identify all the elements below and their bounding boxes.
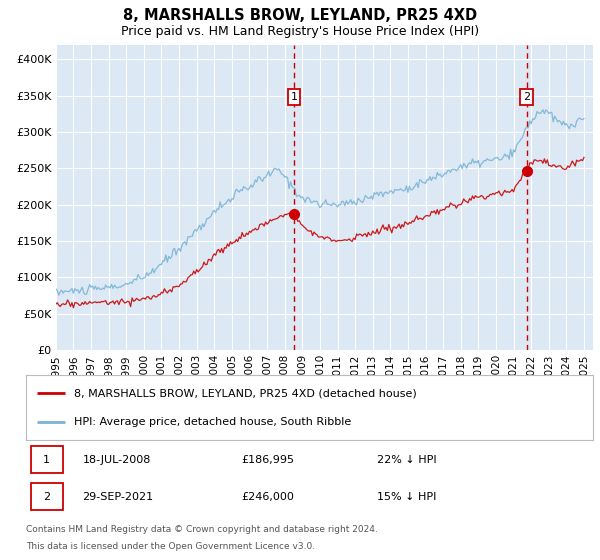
Text: 22% ↓ HPI: 22% ↓ HPI	[377, 455, 437, 465]
Text: 1: 1	[43, 455, 50, 465]
Text: Price paid vs. HM Land Registry's House Price Index (HPI): Price paid vs. HM Land Registry's House …	[121, 25, 479, 38]
Text: 29-SEP-2021: 29-SEP-2021	[83, 492, 154, 502]
Text: Contains HM Land Registry data © Crown copyright and database right 2024.: Contains HM Land Registry data © Crown c…	[26, 525, 377, 534]
Text: 8, MARSHALLS BROW, LEYLAND, PR25 4XD: 8, MARSHALLS BROW, LEYLAND, PR25 4XD	[123, 8, 477, 24]
Text: 2: 2	[523, 92, 530, 102]
Text: 2: 2	[43, 492, 50, 502]
Text: 18-JUL-2008: 18-JUL-2008	[83, 455, 151, 465]
Text: HPI: Average price, detached house, South Ribble: HPI: Average price, detached house, Sout…	[74, 417, 351, 427]
Bar	[31, 446, 62, 473]
Bar	[31, 483, 62, 511]
Text: 15% ↓ HPI: 15% ↓ HPI	[377, 492, 437, 502]
Text: 8, MARSHALLS BROW, LEYLAND, PR25 4XD (detached house): 8, MARSHALLS BROW, LEYLAND, PR25 4XD (de…	[74, 388, 417, 398]
Text: This data is licensed under the Open Government Licence v3.0.: This data is licensed under the Open Gov…	[26, 542, 315, 550]
Text: £186,995: £186,995	[241, 455, 294, 465]
Text: 1: 1	[290, 92, 298, 102]
Text: £246,000: £246,000	[241, 492, 294, 502]
